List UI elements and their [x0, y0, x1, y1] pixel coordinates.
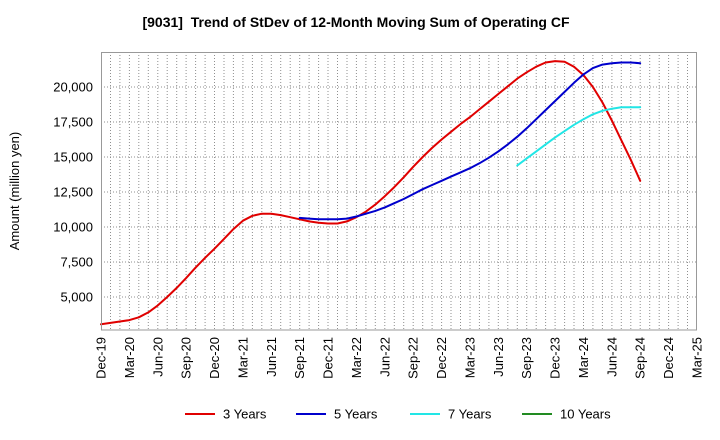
legend-item: 10 Years [522, 407, 611, 422]
x-tick-label: Jun-21 [264, 337, 279, 377]
x-tick-label: Dec-21 [321, 337, 336, 379]
legend-label: 3 Years [223, 407, 267, 422]
x-tick-label: Mar-23 [463, 337, 478, 378]
x-tick-label: Mar-24 [576, 337, 591, 378]
x-tick-label: Sep-24 [633, 337, 648, 379]
legend-item: 5 Years [296, 407, 378, 422]
legend: 3 Years 5 Years 7 Years 10 Years [185, 407, 611, 422]
x-tick-label: Sep-20 [179, 337, 194, 379]
x-tick-label: Dec-19 [94, 337, 109, 379]
plot-background [101, 52, 697, 330]
x-tick-label: Dec-20 [207, 337, 222, 379]
y-tick-label: 7,500 [60, 255, 93, 270]
x-tick-label: Sep-22 [406, 337, 421, 379]
x-tick-label: Mar-25 [690, 337, 705, 378]
x-tick-label: Jun-22 [377, 337, 392, 377]
legend-item: 3 Years [185, 407, 267, 422]
series-group [100, 60, 642, 326]
x-tick-label: Jun-20 [150, 337, 165, 377]
x-tick-label: Jun-23 [491, 337, 506, 377]
x-tick-label: Mar-22 [349, 337, 364, 378]
x-tick-label: Mar-20 [122, 337, 137, 378]
legend-label: 7 Years [448, 407, 492, 422]
grid [101, 52, 697, 330]
y-tick-label: 10,000 [53, 220, 93, 235]
legend-label: 5 Years [334, 407, 378, 422]
plot-frame [101, 52, 697, 331]
x-tick-label: Dec-22 [434, 337, 449, 379]
x-tick-label: Jun-24 [604, 337, 619, 377]
x-tick-label: Sep-23 [519, 337, 534, 379]
y-tick-label: 5,000 [60, 290, 93, 305]
legend-item: 7 Years [410, 407, 492, 422]
y-tick-label: 17,500 [53, 115, 93, 130]
series-line-7-years [516, 106, 642, 167]
x-tick-label: Mar-21 [235, 337, 250, 378]
x-tick-label: Dec-24 [661, 337, 676, 379]
series-line-5-years [298, 61, 642, 221]
y-tick-label: 12,500 [53, 185, 93, 200]
y-axis: 5,000 7,500 10,000 12,500 15,000 17,500 20,000 [53, 80, 93, 305]
x-axis: Dec-19 Mar-20 Jun-20 Sep-20 Dec-20 Mar-21 Jun-… [94, 337, 705, 379]
series-line-3-years [100, 60, 642, 326]
x-tick-label: Sep-21 [292, 337, 307, 379]
x-tick-label: Dec-23 [548, 337, 563, 379]
y-tick-label: 15,000 [53, 150, 93, 165]
y-axis-label: Amount (million yen) [7, 132, 22, 251]
chart-title: [9031] Trend of StDev of 12-Month Moving… [142, 14, 569, 30]
legend-label: 10 Years [560, 407, 611, 422]
y-tick-label: 20,000 [53, 80, 93, 95]
